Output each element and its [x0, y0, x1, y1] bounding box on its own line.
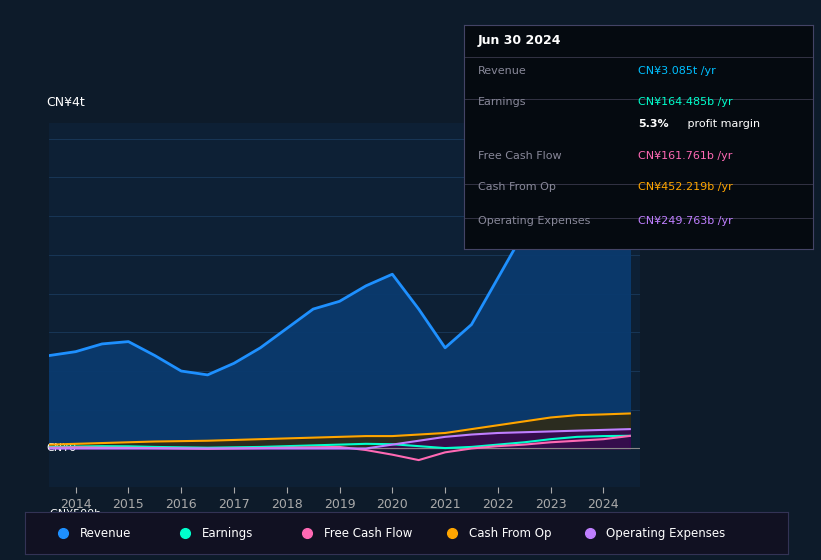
- Text: CN¥164.485b /yr: CN¥164.485b /yr: [639, 97, 733, 107]
- Text: Free Cash Flow: Free Cash Flow: [324, 527, 412, 540]
- Text: Cash From Op: Cash From Op: [469, 527, 552, 540]
- Text: CN¥3.085t /yr: CN¥3.085t /yr: [639, 66, 716, 76]
- Text: CN¥452.219b /yr: CN¥452.219b /yr: [639, 182, 733, 192]
- Text: CN¥4t: CN¥4t: [46, 96, 85, 109]
- Text: Cash From Op: Cash From Op: [478, 182, 556, 192]
- Text: Operating Expenses: Operating Expenses: [478, 216, 590, 226]
- Text: CN¥161.761b /yr: CN¥161.761b /yr: [639, 151, 732, 161]
- Text: -CN¥500b: -CN¥500b: [46, 509, 102, 519]
- Text: 5.3%: 5.3%: [639, 119, 669, 129]
- Text: Jun 30 2024: Jun 30 2024: [478, 34, 562, 47]
- Text: Operating Expenses: Operating Expenses: [607, 527, 726, 540]
- Text: Earnings: Earnings: [202, 527, 253, 540]
- Text: Revenue: Revenue: [80, 527, 131, 540]
- Text: Free Cash Flow: Free Cash Flow: [478, 151, 562, 161]
- Text: CN¥0: CN¥0: [46, 444, 76, 454]
- Text: CN¥249.763b /yr: CN¥249.763b /yr: [639, 216, 733, 226]
- Text: Earnings: Earnings: [478, 97, 526, 107]
- Text: profit margin: profit margin: [684, 119, 759, 129]
- Text: Revenue: Revenue: [478, 66, 526, 76]
